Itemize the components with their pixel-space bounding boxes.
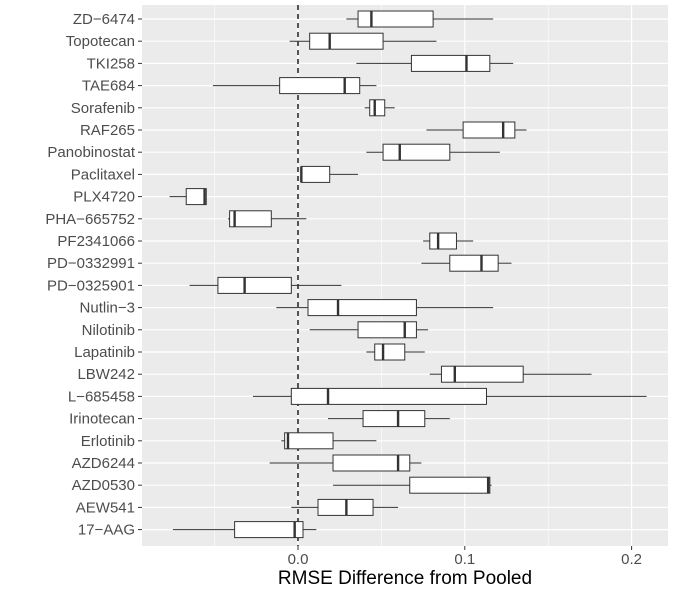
box-pd-0332991 [421, 254, 512, 272]
box-iqr [382, 143, 451, 161]
box-iqr [332, 454, 411, 472]
box-iqr [449, 254, 499, 272]
box-iqr [374, 343, 406, 361]
x-axis-title: RMSE Difference from Pooled [278, 568, 532, 589]
box-iqr [357, 10, 434, 28]
y-tick-label: Nutlin−3 [80, 300, 135, 317]
box-iqr [234, 521, 304, 539]
box-panobinostat [366, 143, 500, 161]
y-tick-label: L−685458 [68, 388, 135, 405]
box-sorafenib [364, 99, 395, 117]
y-tick-label: 17−AAG [78, 522, 135, 539]
y-tick-label: Erlotinib [81, 433, 135, 450]
box-iqr [309, 32, 384, 50]
box-tki258 [356, 54, 514, 72]
box-iqr [410, 54, 491, 72]
box-iqr [284, 432, 334, 450]
box-pf2341066 [423, 232, 474, 250]
box-plx4720 [169, 188, 207, 206]
boxes-group [169, 10, 647, 539]
y-tick-label: Panobinostat [47, 144, 135, 161]
box-lbw242 [429, 365, 592, 383]
box-nutlin-3 [276, 299, 494, 317]
y-tick-label: PD−0325901 [47, 277, 135, 294]
y-tick-label: Nilotinib [82, 322, 135, 339]
box-iqr [300, 165, 331, 183]
box-iqr [357, 321, 417, 339]
box-iqr [462, 121, 516, 139]
box-iqr [307, 299, 417, 317]
box-iqr [369, 99, 386, 117]
y-tick-label: TAE684 [82, 78, 135, 95]
box-aew541 [291, 498, 399, 516]
y-axis: ZD−6474 Topotecan TKI258 TAE684 Sorafenib RAF… [45, 11, 142, 539]
box-iqr [440, 365, 524, 383]
box-azd0530 [333, 476, 492, 494]
y-tick-label: PHA−665752 [45, 211, 135, 228]
box-irinotecan [328, 410, 450, 428]
y-tick-label: LBW242 [77, 366, 135, 383]
y-tick-label: Sorafenib [71, 100, 135, 117]
box-l-685458 [252, 387, 647, 405]
box-iqr [409, 476, 491, 494]
y-tick-label: Paclitaxel [71, 166, 135, 183]
box-paclitaxel [300, 165, 359, 183]
box-iqr [290, 387, 487, 405]
box-topotecan [289, 32, 437, 50]
box-iqr [229, 210, 272, 228]
box-17-aag [172, 521, 317, 539]
y-tick-label: Topotecan [66, 33, 135, 50]
box-pd-0325901 [189, 276, 342, 294]
box-nilotinib [309, 321, 429, 339]
box-azd6244 [269, 454, 422, 472]
y-tick-label: PLX4720 [73, 189, 135, 206]
y-tick-label: AZD0530 [72, 477, 135, 494]
y-tick-label: PF2341066 [57, 233, 135, 250]
x-tick-label: 0.0 [288, 551, 309, 568]
y-tick-label: PD−0332991 [47, 255, 135, 272]
y-tick-label: AEW541 [76, 499, 135, 516]
box-pha-665752 [227, 210, 307, 228]
box-iqr [362, 410, 426, 428]
box-erlotinib [281, 432, 377, 450]
x-tick-label: 0.2 [621, 551, 642, 568]
x-tick-label: 0.1 [454, 551, 475, 568]
y-tick-label: Irinotecan [69, 411, 135, 428]
box-iqr [185, 188, 207, 206]
box-iqr [279, 77, 361, 95]
y-tick-label: ZD−6474 [73, 11, 135, 28]
y-tick-label: Lapatinib [74, 344, 135, 361]
box-iqr [217, 276, 292, 294]
x-axis: 0.0 0.1 0.2 [288, 546, 642, 568]
y-tick-label: RAF265 [80, 122, 135, 139]
box-lapatinib [366, 343, 425, 361]
y-tick-label: AZD6244 [72, 455, 135, 472]
box-zd-6474 [346, 10, 494, 28]
y-tick-label: TKI258 [87, 55, 135, 72]
box-raf265 [426, 121, 527, 139]
box-tae684 [212, 77, 377, 95]
box-iqr [429, 232, 457, 250]
